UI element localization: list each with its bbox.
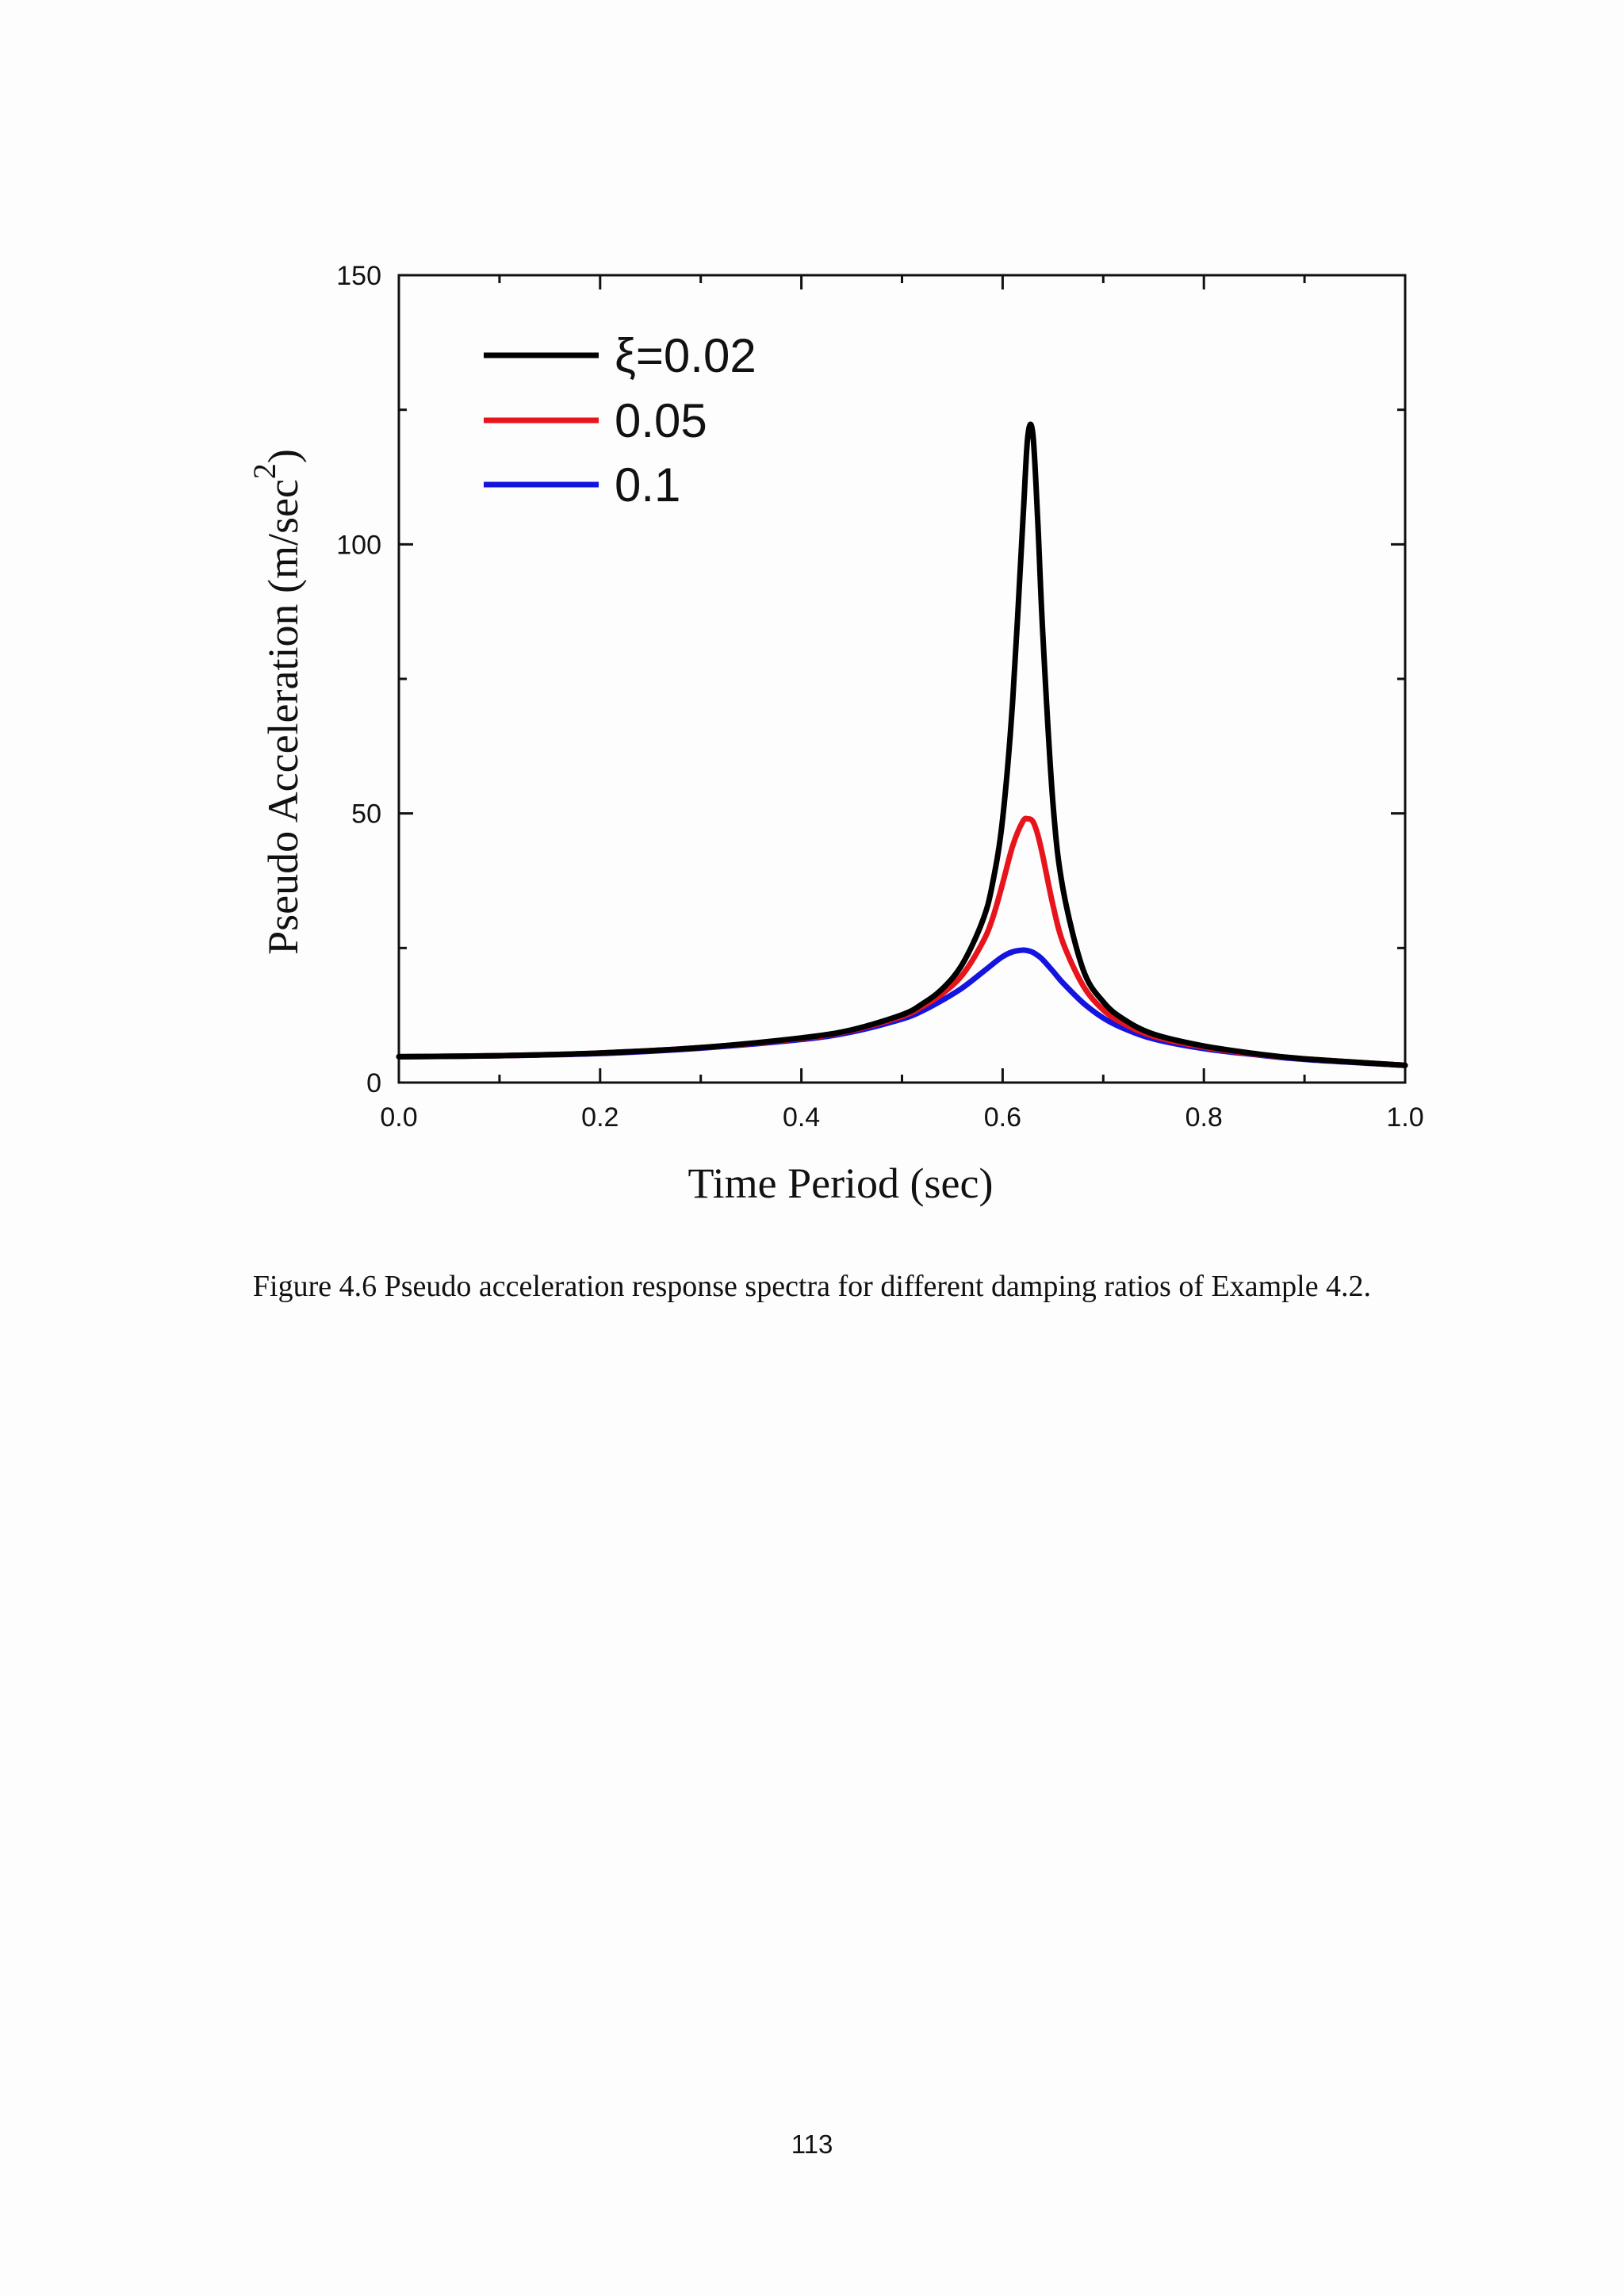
axes: 0.0 0.2 0.4 0.6 0.8 1.0 0 50 100 150 bbox=[336, 261, 1423, 1133]
series-lines bbox=[396, 421, 1408, 1068]
y-axis-title-suffix: ) bbox=[259, 449, 307, 463]
x-tick-label: 0.4 bbox=[783, 1102, 820, 1133]
x-tick-label: 0.2 bbox=[581, 1102, 619, 1133]
y-axis-title-superscript: 2 bbox=[247, 463, 282, 479]
plot-frame bbox=[397, 274, 1407, 1084]
x-axis-title: Time Period (sec) bbox=[688, 1159, 994, 1207]
x-tick-label: 0.8 bbox=[1185, 1102, 1223, 1133]
page-number: 113 bbox=[791, 2129, 833, 2159]
y-tick-label: 50 bbox=[351, 799, 381, 830]
y-axis-title: Pseudo Acceleration (m/sec2) bbox=[247, 449, 307, 955]
legend-label-1: 0.05 bbox=[615, 394, 707, 447]
y-tick-label: 0 bbox=[366, 1068, 381, 1098]
series-line-1 bbox=[396, 815, 1408, 1068]
series-line-2 bbox=[396, 947, 1408, 1068]
x-tick-label: 0.0 bbox=[380, 1102, 417, 1133]
chart-figure: 0.0 0.2 0.4 0.6 0.8 1.0 0 50 100 150 ξ=0.02 0.05 0.… bbox=[247, 261, 1424, 1207]
legend-label-0: ξ=0.02 bbox=[615, 329, 756, 382]
x-tick-label: 0.6 bbox=[984, 1102, 1021, 1133]
series-line-0 bbox=[396, 421, 1408, 1068]
figure-caption: Figure 4.6 Pseudo acceleration response … bbox=[252, 1270, 1372, 1303]
y-tick-label: 100 bbox=[336, 530, 381, 560]
y-tick-label: 150 bbox=[336, 261, 381, 291]
legend: ξ=0.02 0.05 0.1 bbox=[484, 329, 756, 512]
y-axis-title-main: Pseudo Acceleration (m/sec bbox=[259, 479, 307, 955]
legend-label-2: 0.1 bbox=[615, 458, 680, 512]
x-tick-label: 1.0 bbox=[1386, 1102, 1423, 1133]
